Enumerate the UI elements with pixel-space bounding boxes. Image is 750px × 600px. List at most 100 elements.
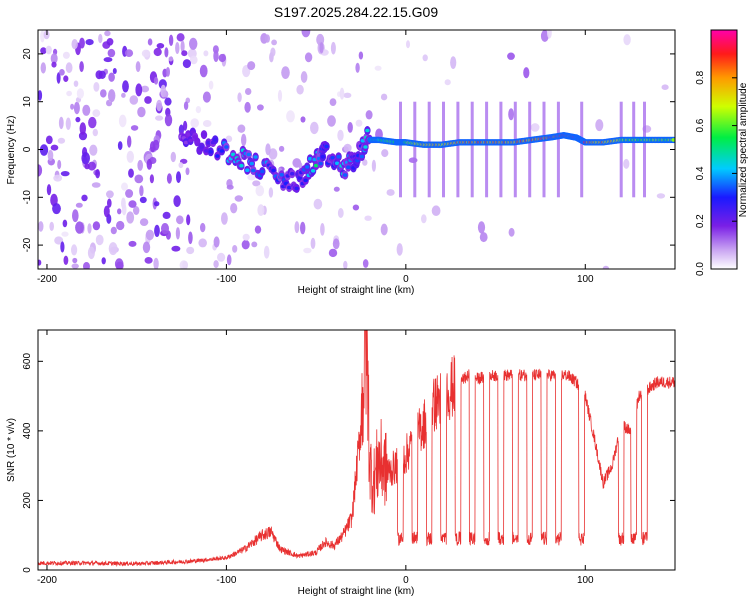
spectrogram-noise-cell <box>182 59 191 69</box>
spectrogram-noise-cell <box>115 261 124 269</box>
spectrogram-noise-cell <box>508 108 514 121</box>
spectrogram-noise-cell <box>121 203 127 216</box>
spectrogram-noise-cell <box>185 167 190 176</box>
spectrogram-noise-cell <box>50 144 59 151</box>
spectrogram-noise-cell <box>298 162 303 169</box>
spectrogram-noise-cell <box>65 117 71 130</box>
spectrogram-ridge-cell <box>342 173 348 177</box>
spectrogram-noise-cell <box>186 246 195 255</box>
spectrogram-noise-cell <box>56 72 61 84</box>
spectrogram-noise-cell <box>65 62 73 74</box>
colorbar-tick-label: 0.6 <box>695 118 706 132</box>
spectrogram-ridge-cell <box>287 185 292 190</box>
spectrogram-noise-cell <box>268 148 278 160</box>
spectrogram-noise-cell <box>217 252 226 262</box>
spectrogram-noise-cell <box>380 223 388 236</box>
spectrogram-noise-cell <box>339 87 345 100</box>
spectrogram-ridge-cell <box>297 176 302 180</box>
spectrogram-noise-cell <box>91 182 101 188</box>
spectrogram-noise-cell <box>73 80 79 87</box>
spectrogram-streak <box>542 101 546 198</box>
spectrogram-streak <box>442 101 445 198</box>
spectrogram-noise-cell <box>38 90 43 101</box>
snr-y-ticks: 0 200 400 600 <box>22 353 675 573</box>
spectrogram-noise-cell <box>602 265 610 269</box>
spectrogram-noise-cell <box>57 137 66 144</box>
spectrogram-noise-cell <box>156 99 163 112</box>
colorbar-ticks: 0.0 0.2 0.4 0.6 0.8 <box>695 70 737 276</box>
spectrogram-noise-cell <box>352 204 360 211</box>
spectrogram-noise-cell <box>265 143 271 156</box>
spectrogram-ridge-cell <box>251 168 256 173</box>
spectrogram-noise-cell <box>226 254 232 266</box>
spectrogram-noise-cell <box>355 62 360 73</box>
spectrogram-ridge-cell <box>215 154 220 158</box>
spectrogram-noise-cell <box>57 159 62 170</box>
spectrogram-noise-cell <box>135 61 141 73</box>
spectrogram-noise-cell <box>40 30 45 43</box>
spectrogram-noise-cell <box>78 131 88 141</box>
spectrogram-noise-cell <box>38 164 43 177</box>
spectrogram-noise-cell <box>71 244 78 256</box>
spectrogram-noise-cell <box>242 233 250 241</box>
spectrogram-noise-cell <box>176 33 185 42</box>
spectrogram-noise-cell <box>162 211 171 219</box>
x-tick-label: 0 <box>403 274 409 285</box>
spectrogram-noise-cell <box>156 43 165 49</box>
spectrogram-noise-cell <box>62 219 68 228</box>
spectrogram-noise-cell <box>656 193 666 199</box>
spectrogram-noise-cell <box>106 190 114 199</box>
spectrogram-ridge-cell <box>195 140 200 144</box>
spectrogram-noise-cell <box>365 110 373 120</box>
spectrogram-noise-cell <box>257 104 264 111</box>
spectrogram-noise-cell <box>73 101 80 115</box>
spectrogram-ridge-cell <box>249 161 254 166</box>
spectrogram-ridge-cell <box>246 152 251 157</box>
spectrogram-ridge-cell <box>324 144 329 149</box>
spectrogram-ridge-cell <box>318 161 323 166</box>
spectrogram-noise-cell <box>72 209 79 223</box>
spectrogram-noise-cell <box>144 257 153 264</box>
spectrogram-noise-cell <box>81 152 90 165</box>
spectrogram-noise-cell <box>406 40 410 49</box>
spectrogram-noise-cell <box>71 263 79 269</box>
spectrogram-streak <box>485 101 489 198</box>
spectrogram-noise-cell <box>547 30 552 39</box>
spectrogram-noise-cell <box>92 221 101 231</box>
spectrogram-noise-cell <box>92 128 99 137</box>
spectrogram-noise-cell <box>116 220 125 231</box>
spectrogram-noise-cell <box>362 159 368 166</box>
spectrogram-noise-cell <box>142 241 151 254</box>
spectrogram-cells <box>38 30 675 269</box>
spectrogram-ridge-cell <box>239 163 244 168</box>
x-tick-label: -100 <box>216 274 236 285</box>
spectrogram-noise-cell <box>45 45 52 55</box>
y-tick-label: 0 <box>22 146 33 152</box>
spectrogram-noise-cell <box>106 38 114 46</box>
spectrogram-noise-cell <box>147 38 153 46</box>
spectrogram-noise-cell <box>268 187 274 198</box>
spectrogram-noise-cell <box>175 227 180 240</box>
spectrogram-noise-cell <box>178 162 184 169</box>
spectrogram-noise-cell <box>85 39 94 46</box>
spectrogram-noise-cell <box>108 72 115 82</box>
spectrogram-noise-cell <box>53 174 63 182</box>
spectrogram-ridge-cell <box>671 138 675 142</box>
spectrogram-noise-cell <box>81 194 88 202</box>
spectrogram-ridge-cell <box>230 152 236 157</box>
spectrogram-noise-cell <box>180 40 185 53</box>
spectrogram-noise-cell <box>83 262 90 269</box>
spectrogram-noise-cell <box>270 47 276 57</box>
spectrogram-noise-cell <box>374 65 382 71</box>
snr-series-line <box>38 330 675 568</box>
spectrogram-noise-cell <box>118 114 127 128</box>
spectrogram-noise-cell <box>271 39 277 46</box>
spectrogram-ridge-cell <box>271 168 276 173</box>
spectrogram-noise-cell <box>623 34 631 46</box>
spectrogram-noise-cell <box>362 259 369 268</box>
spectrogram-noise-cell <box>328 248 338 258</box>
spectrogram-noise-cell <box>54 236 64 245</box>
colorbar-label: Normalized spectral amplitude <box>738 82 749 217</box>
spectrogram-noise-cell <box>661 84 669 90</box>
